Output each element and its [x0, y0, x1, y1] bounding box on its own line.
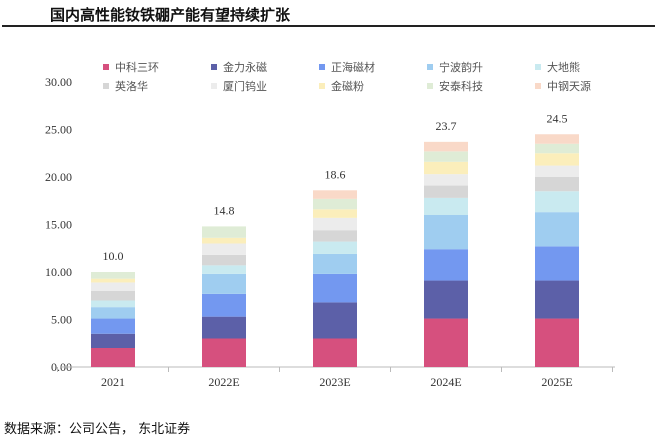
legend-label: 中科三环 — [115, 60, 159, 74]
bar-segment-中钢天源 — [313, 190, 357, 199]
legend-label: 正海磁材 — [331, 60, 375, 74]
bar-segment-金力永磁 — [91, 333, 135, 348]
legend-label: 厦门钨业 — [223, 79, 267, 93]
legend-swatch — [535, 83, 541, 89]
total-label: 14.8 — [214, 203, 235, 217]
legend-label: 安泰科技 — [439, 79, 483, 93]
bar-segment-宁波韵升 — [91, 307, 135, 319]
bar-segment-安泰科技 — [424, 151, 468, 162]
bar-segment-正海磁材 — [424, 249, 468, 281]
bar-segment-安泰科技 — [202, 226, 246, 238]
bar-segment-金磁粉 — [202, 237, 246, 244]
total-label: 23.7 — [436, 119, 457, 133]
legend-swatch — [535, 64, 541, 70]
bar-segment-大地熊 — [424, 197, 468, 215]
bar-segment-金磁粉 — [91, 278, 135, 283]
y-tick-label: 30.00 — [45, 75, 72, 89]
x-tick-label: 2021 — [101, 375, 125, 389]
legend-label: 金磁粉 — [331, 79, 364, 93]
bar-segment-宁波韵升 — [424, 215, 468, 250]
x-tick-label: 2024E — [430, 375, 461, 389]
bar-segment-中科三环 — [535, 318, 579, 367]
legend-swatch — [211, 64, 217, 70]
legend-label: 中钢天源 — [547, 79, 591, 93]
bar-segment-安泰科技 — [91, 272, 135, 279]
bar-segment-英洛华 — [91, 291, 135, 301]
bar-segment-厦门钨业 — [424, 174, 468, 186]
bar-segment-大地熊 — [535, 191, 579, 213]
x-tick-label: 2025E — [541, 375, 572, 389]
bar-segment-金力永磁 — [535, 280, 579, 319]
title-divider — [2, 25, 655, 27]
bar-segment-大地熊 — [202, 265, 246, 274]
legend-swatch — [427, 83, 433, 89]
bar-segment-金磁粉 — [424, 161, 468, 175]
x-tick-label: 2023E — [319, 375, 350, 389]
bar-segment-安泰科技 — [535, 143, 579, 154]
legend-label: 英洛华 — [115, 79, 148, 93]
bar-segment-正海磁材 — [202, 293, 246, 317]
total-label: 24.5 — [547, 111, 568, 125]
bar-segment-正海磁材 — [313, 273, 357, 303]
legend-swatch — [211, 83, 217, 89]
bar-segment-英洛华 — [313, 230, 357, 242]
bar-segment-厦门钨业 — [313, 217, 357, 231]
legend-label: 大地熊 — [547, 60, 580, 74]
y-tick-label: 20.00 — [45, 170, 72, 184]
bar-segment-英洛华 — [535, 177, 579, 192]
bar-segment-金磁粉 — [535, 153, 579, 166]
x-tick-label: 2022E — [208, 375, 239, 389]
bar-segment-金力永磁 — [313, 302, 357, 339]
bar-segment-大地熊 — [313, 241, 357, 254]
bar-segment-宁波韵升 — [313, 253, 357, 274]
legend-swatch — [319, 64, 325, 70]
legend-label: 宁波韵升 — [439, 60, 483, 74]
legend-swatch — [427, 64, 433, 70]
bar-segment-厦门钨业 — [535, 165, 579, 177]
bar-segment-安泰科技 — [313, 198, 357, 210]
bar-segment-中科三环 — [424, 318, 468, 367]
bar-segment-金力永磁 — [202, 316, 246, 339]
bar-segment-大地熊 — [91, 300, 135, 308]
y-tick-label: 25.00 — [45, 123, 72, 137]
y-tick-label: 5.00 — [51, 313, 72, 327]
legend-swatch — [319, 83, 325, 89]
source-note: 数据来源：公司公告， 东北证券 — [4, 422, 191, 437]
legend-swatch — [103, 83, 109, 89]
bar-segment-英洛华 — [202, 254, 246, 266]
bar-segment-中钢天源 — [424, 141, 468, 152]
y-tick-label: 10.00 — [45, 265, 72, 279]
total-label: 10.0 — [103, 249, 124, 263]
bar-segment-正海磁材 — [91, 318, 135, 334]
bar-segment-宁波韵升 — [202, 273, 246, 294]
chart-title: 国内高性能钕铁硼产能有望持续扩张 — [50, 6, 291, 24]
bar-segment-中科三环 — [91, 348, 135, 367]
legend-swatch — [103, 64, 109, 70]
bar-segment-金力永磁 — [424, 280, 468, 319]
total-label: 18.6 — [325, 167, 346, 181]
bar-segment-厦门钨业 — [202, 243, 246, 255]
y-tick-label: 15.00 — [45, 218, 72, 232]
bar-segment-中钢天源 — [535, 134, 579, 144]
bar-segment-中科三环 — [202, 338, 246, 367]
bar-segment-厦门钨业 — [91, 282, 135, 291]
bar-segment-英洛华 — [424, 185, 468, 198]
bar-segment-宁波韵升 — [535, 212, 579, 247]
legend-label: 金力永磁 — [223, 60, 267, 74]
bar-segment-金磁粉 — [313, 209, 357, 218]
bar-segment-正海磁材 — [535, 246, 579, 281]
bar-segment-中科三环 — [313, 338, 357, 367]
